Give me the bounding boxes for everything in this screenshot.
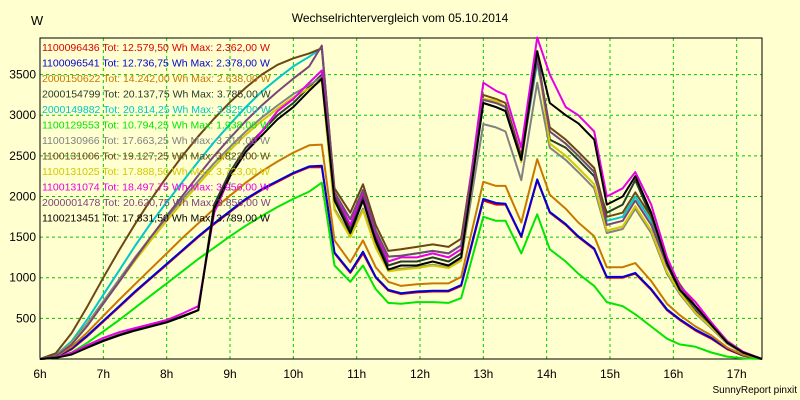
series-line <box>39 166 763 360</box>
y-axis-label: W <box>31 13 44 28</box>
x-tick-label: 7h <box>97 367 110 381</box>
y-tick-label: 500 <box>16 311 36 325</box>
y-tick-label: 1000 <box>9 271 36 285</box>
series-line <box>39 55 763 360</box>
legend-entry: 2000154799 Tot: 20.137,75 Wh Max: 3.785,… <box>42 89 271 101</box>
footer-credit: SunnyReport pinxit <box>713 385 798 396</box>
y-tick-label: 2500 <box>9 149 36 163</box>
y-tick-label: 3000 <box>9 108 36 122</box>
x-tick-label: 11h <box>347 367 366 381</box>
series-line <box>39 44 763 360</box>
y-tick-label: 2000 <box>9 189 36 203</box>
x-tick-label: 15h <box>600 367 620 381</box>
y-tick-label: 3500 <box>9 68 36 82</box>
legend-entry: 2000149882 Tot: 20.814,25 Wh Max: 3.825,… <box>42 104 271 116</box>
x-axis: 6h 7h 8h 9h 10h 11h 12h 13h 14h 15h 16h 17h <box>33 367 746 381</box>
series-line <box>39 164 763 360</box>
series-line <box>39 36 763 360</box>
chart-title: Wechselrichtervergleich vom 05.10.2014 <box>292 11 509 25</box>
x-tick-label: 17h <box>727 367 747 381</box>
x-tick-label: 8h <box>160 367 173 381</box>
x-tick-label: 13h <box>473 367 493 381</box>
legend-entry: 2000001478 Tot: 20.620,75 Wh Max: 3.856,… <box>42 197 271 209</box>
series-line <box>39 47 763 360</box>
legend-entry: 1100096436 Tot: 12.579,50 Wh Max: 2.362,… <box>42 42 270 54</box>
series-line <box>39 50 763 360</box>
series-lines <box>39 36 763 360</box>
legend-entry: 1100130966 Tot: 17.663,25 Wh Max: 3.717,… <box>42 135 270 147</box>
x-tick-label: 6h <box>33 367 46 381</box>
series-line <box>39 143 763 360</box>
x-tick-label: 16h <box>663 367 683 381</box>
legend-entry: 1100129553 Tot: 10.794,25 Wh Max: 1.938,… <box>42 120 270 132</box>
legend-entry: 1100213451 Tot: 17.831,50 Wh Max: 3.789,… <box>42 213 270 225</box>
x-tick-label: 9h <box>223 367 236 381</box>
plot-area-border <box>39 37 763 360</box>
legend-entry: 1100096541 Tot: 12.736,75 Wh Max: 2.378,… <box>42 58 270 70</box>
x-tick-label: 14h <box>537 367 557 381</box>
legend: 1100096436 Tot: 12.579,50 Wh Max: 2.362,… <box>42 42 271 225</box>
legend-entry: 1100131006 Tot: 19.127,25 Wh Max: 3.823,… <box>42 151 270 163</box>
x-tick-label: 12h <box>410 367 430 381</box>
gridlines <box>40 38 762 359</box>
legend-entry: 2000150622 Tot: 14.242,00 Wh Max: 2.638,… <box>42 73 271 85</box>
x-tick-label: 10h <box>283 367 303 381</box>
y-tick-label: 1500 <box>9 230 36 244</box>
y-axis: 500 1000 1500 2000 2500 3000 3500 <box>9 68 36 326</box>
legend-entry: 1100131074 Tot: 18.497,75 Wh Max: 3.956,… <box>42 182 270 194</box>
legend-entry: 1100131025 Tot: 17.888,50 Wh Max: 3.723,… <box>42 166 270 178</box>
series-line <box>39 181 763 360</box>
